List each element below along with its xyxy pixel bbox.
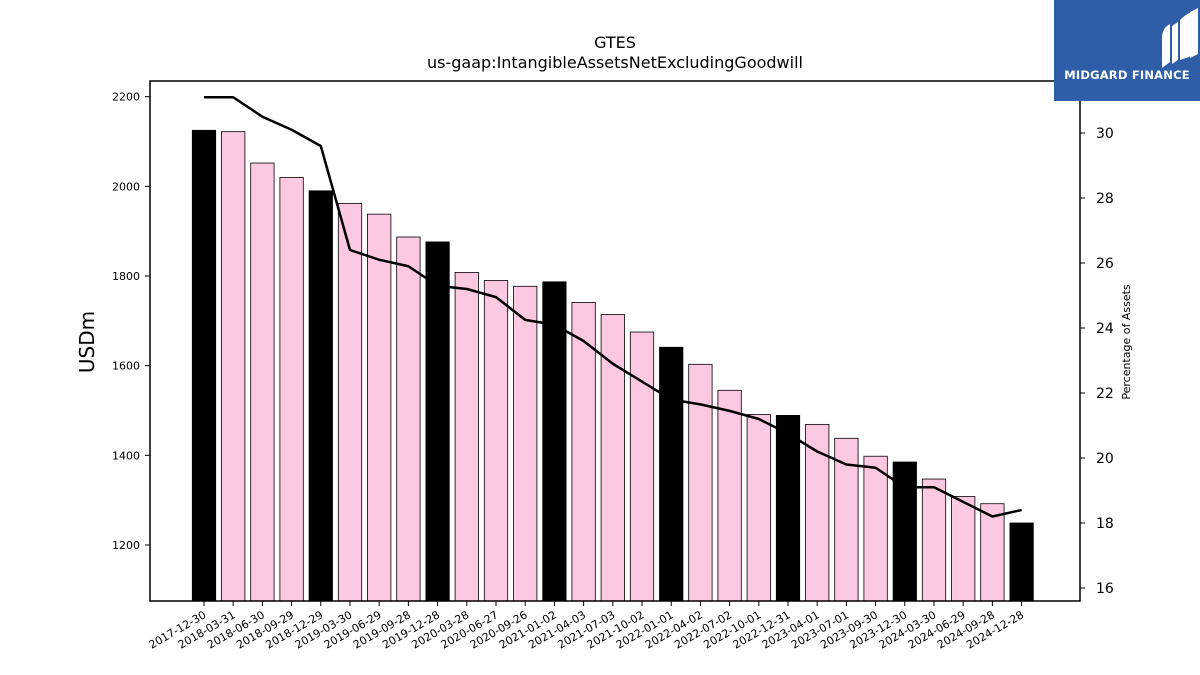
bar (425, 241, 450, 602)
bar (367, 213, 392, 602)
bar (746, 414, 771, 602)
bar (980, 503, 1005, 602)
y-axis-label: USDm (75, 311, 99, 373)
chart-title: GTES (594, 33, 636, 52)
y2-axis-label: Percentage of Assets (1120, 284, 1133, 400)
midgard-finance-logo: MIDGARD FINANCE (1054, 0, 1200, 101)
left-y-axis: 1200 1400 1600 1800 2000 2200 (112, 91, 150, 552)
percentage-line (204, 96, 1022, 518)
y2-tick-label: 20 (1096, 451, 1114, 467)
y-tick-label: 2000 (112, 180, 140, 193)
bar (863, 455, 888, 602)
line-group (204, 96, 1022, 518)
y-tick-label: 1800 (112, 270, 140, 283)
bar (454, 272, 479, 602)
midgard-logo-icon (1162, 8, 1198, 68)
bar (221, 131, 246, 602)
bar (717, 389, 742, 602)
bar (775, 415, 801, 602)
bar (483, 280, 509, 602)
bar (279, 176, 304, 602)
y-tick-label: 1400 (112, 449, 140, 462)
bar (191, 129, 217, 602)
y-tick-label: 2200 (112, 91, 140, 104)
y-tick-label: 1200 (112, 539, 140, 552)
bar (250, 162, 275, 602)
y2-tick-label: 18 (1096, 516, 1114, 532)
bar (308, 190, 333, 602)
chart-subtitle: us-gaap:IntangibleAssetsNetExcludingGood… (427, 53, 803, 72)
right-y-axis: 16 18 20 22 24 26 28 30 (1080, 126, 1114, 597)
y2-tick-label: 22 (1096, 386, 1114, 402)
y2-tick-label: 24 (1096, 321, 1114, 337)
bar (688, 363, 713, 602)
bar (629, 331, 655, 602)
bar (834, 437, 859, 602)
bar (396, 236, 421, 602)
y-tick-label: 1600 (112, 360, 140, 373)
bar (659, 346, 684, 602)
x-axis: 2017-12-302018-03-312018-06-302018-09-29… (147, 601, 1026, 652)
logo-text: MIDGARD FINANCE (1064, 68, 1190, 82)
bar (921, 478, 947, 602)
bar (337, 202, 363, 602)
y2-tick-label: 26 (1096, 256, 1114, 272)
bar (1009, 522, 1034, 602)
y2-tick-label: 30 (1096, 126, 1114, 142)
bar-group (191, 129, 1034, 602)
y2-tick-label: 28 (1096, 191, 1114, 207)
bar (513, 285, 538, 602)
bar (951, 496, 976, 602)
y2-tick-label: 16 (1096, 581, 1114, 597)
plot-frame (149, 80, 1081, 602)
